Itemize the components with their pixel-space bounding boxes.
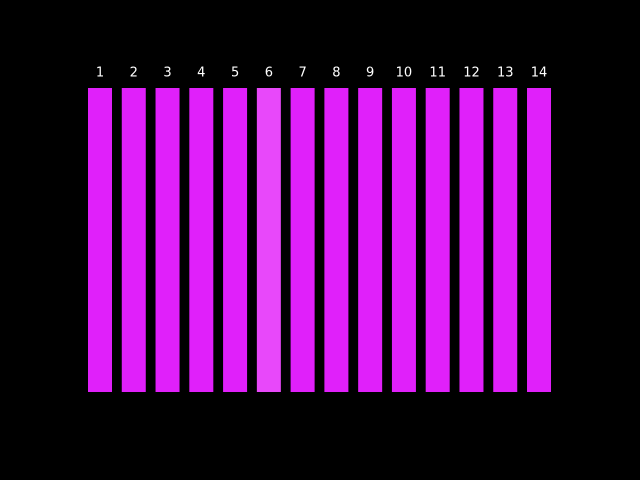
bar-label: 5 xyxy=(231,66,239,81)
bar[interactable] xyxy=(189,88,214,392)
bar-label: 3 xyxy=(163,66,171,81)
bar-label: 10 xyxy=(396,66,413,81)
bar[interactable] xyxy=(527,88,552,392)
bar[interactable] xyxy=(391,88,416,392)
bar[interactable] xyxy=(256,88,281,392)
bar-label: 14 xyxy=(531,66,548,81)
bar[interactable] xyxy=(223,88,248,392)
bar[interactable] xyxy=(290,88,315,392)
bar-label: 12 xyxy=(463,66,480,81)
bar-label: 6 xyxy=(265,66,273,81)
bar[interactable] xyxy=(358,88,383,392)
bar[interactable] xyxy=(493,88,518,392)
bar-label: 7 xyxy=(298,66,306,81)
bar-label: 13 xyxy=(497,66,514,81)
bar-label: 11 xyxy=(429,66,446,81)
bar[interactable] xyxy=(459,88,484,392)
bar-label: 1 xyxy=(96,66,104,81)
bar-label: 9 xyxy=(366,66,374,81)
bar[interactable] xyxy=(425,88,450,392)
bar-label: 8 xyxy=(332,66,340,81)
bar[interactable] xyxy=(155,88,180,392)
bar-label: 4 xyxy=(197,66,205,81)
bar-label: 2 xyxy=(130,66,138,81)
bar[interactable] xyxy=(121,88,146,392)
bar[interactable] xyxy=(324,88,349,392)
bar[interactable] xyxy=(88,88,112,392)
